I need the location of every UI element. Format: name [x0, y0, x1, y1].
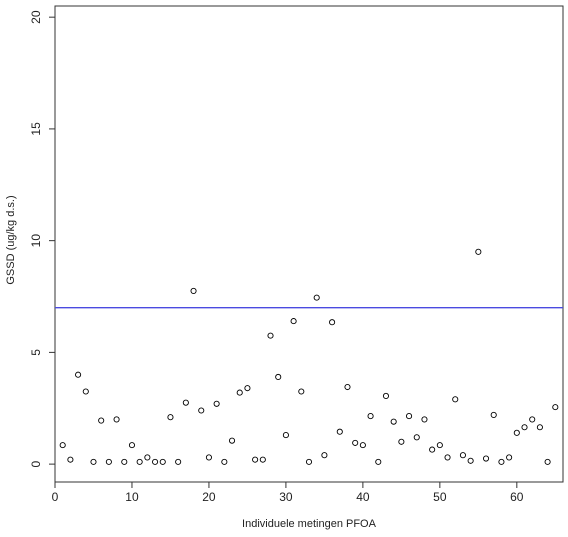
x-axis-title: Individuele metingen PFOA — [242, 518, 377, 530]
data-point — [175, 458, 182, 465]
plot-frame — [54, 5, 564, 483]
data-point — [513, 429, 520, 436]
data-point — [352, 439, 359, 446]
data-point — [159, 458, 166, 465]
data-point — [298, 388, 305, 395]
data-point — [144, 454, 151, 461]
y-tick-label: 0 — [29, 460, 43, 467]
data-point — [275, 373, 282, 381]
y-axis: 0 5 10 15 20 — [29, 10, 55, 467]
data-point — [90, 458, 97, 465]
data-point — [205, 454, 212, 461]
data-point — [336, 428, 343, 435]
data-point — [536, 424, 543, 431]
data-point — [290, 318, 297, 325]
data-point — [59, 442, 66, 449]
data-point — [75, 371, 82, 378]
data-point — [344, 383, 351, 391]
data-point — [382, 392, 390, 400]
data-point — [313, 294, 320, 301]
data-point — [113, 416, 120, 423]
y-tick-label: 5 — [29, 349, 43, 356]
data-point — [421, 416, 428, 423]
data-point — [305, 458, 313, 465]
data-point — [228, 437, 236, 444]
data-point — [98, 417, 105, 424]
data-point — [152, 458, 159, 465]
data-point — [198, 407, 205, 414]
data-point — [544, 458, 551, 465]
x-tick-label: 30 — [279, 490, 293, 504]
data-point — [105, 458, 112, 465]
data-point — [529, 416, 536, 423]
x-axis: 0 10 20 30 40 50 60 — [52, 482, 524, 504]
x-tick-label: 40 — [356, 490, 370, 504]
x-tick-label: 60 — [510, 490, 524, 504]
data-point — [406, 413, 413, 420]
data-point — [490, 411, 497, 419]
data-point — [190, 287, 197, 294]
data-point — [244, 385, 251, 392]
data-point — [413, 434, 420, 441]
data-point — [482, 455, 490, 462]
data-point — [221, 458, 228, 465]
data-point — [329, 319, 336, 326]
data-point — [213, 400, 220, 407]
data-point — [552, 404, 559, 411]
y-tick-label: 20 — [29, 10, 43, 24]
data-point — [521, 424, 528, 431]
data-point — [121, 458, 128, 465]
data-point — [444, 454, 451, 461]
data-point — [506, 454, 513, 461]
x-tick-label: 10 — [125, 490, 139, 504]
data-point — [182, 399, 189, 406]
x-tick-label: 20 — [202, 490, 216, 504]
data-point — [398, 438, 405, 445]
data-point — [390, 418, 397, 425]
data-point — [259, 456, 266, 463]
x-tick-label: 0 — [52, 490, 59, 504]
y-tick-label: 10 — [29, 234, 43, 248]
data-point — [467, 457, 474, 464]
x-tick-label: 50 — [433, 490, 447, 504]
data-point — [475, 248, 482, 255]
data-point — [498, 458, 505, 465]
data-point — [375, 458, 382, 465]
data-point — [282, 432, 289, 439]
data-point — [367, 413, 374, 420]
data-point — [67, 456, 74, 463]
data-point — [267, 332, 274, 339]
data-point — [236, 389, 243, 396]
data-point — [252, 456, 259, 463]
data-point — [359, 442, 366, 449]
data-point — [429, 446, 436, 453]
data-point — [459, 452, 466, 459]
data-point — [136, 458, 143, 465]
data-point — [321, 452, 328, 459]
data-point — [167, 414, 174, 421]
data-point — [452, 396, 459, 403]
data-point — [128, 442, 136, 449]
data-points — [59, 248, 559, 465]
data-point — [82, 388, 89, 395]
y-tick-label: 15 — [29, 122, 43, 136]
data-point — [436, 442, 443, 449]
y-axis-title: GSSD (ug/kg d.s.) — [5, 195, 17, 284]
